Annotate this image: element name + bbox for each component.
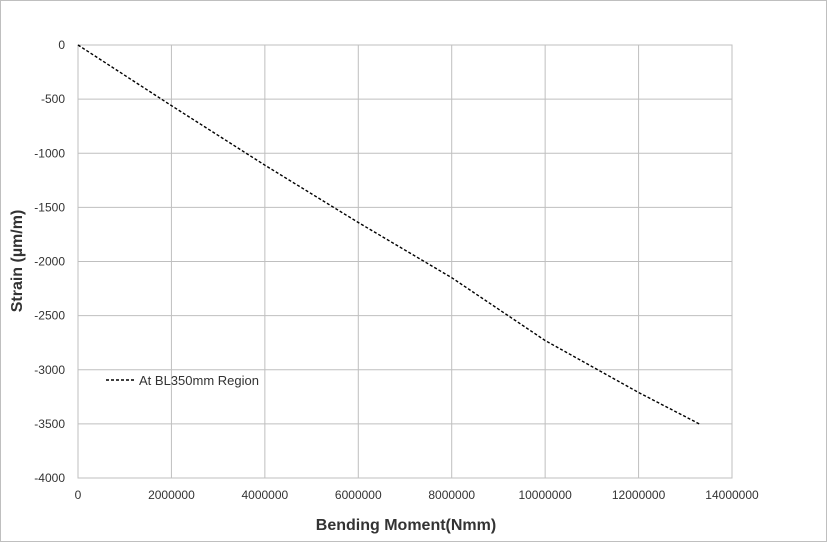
x-tick-label: 6000000 — [335, 488, 382, 502]
x-tick-label: 10000000 — [518, 488, 572, 502]
x-tick-label: 2000000 — [148, 488, 195, 502]
x-tick-label: 0 — [75, 488, 82, 502]
y-tick-label: -1500 — [34, 200, 65, 214]
plot-area — [77, 44, 733, 479]
x-tick-label: 8000000 — [428, 488, 475, 502]
y-tick-label: -2500 — [34, 309, 65, 323]
x-tick-label: 12000000 — [612, 488, 666, 502]
grid — [77, 44, 733, 479]
legend-label: At BL350mm Region — [139, 373, 259, 388]
y-tick-label: -1000 — [34, 146, 65, 160]
y-tick-label: -4000 — [34, 471, 65, 485]
x-tick-label: 4000000 — [241, 488, 288, 502]
y-axis-title: Strain (µm/m) — [9, 210, 26, 313]
x-tick-labels: 0 2000000 4000000 6000000 8000000 10000000 120… — [75, 488, 759, 502]
x-axis-title: Bending Moment(Nmm) — [316, 517, 496, 534]
x-tick-label: 14000000 — [705, 488, 759, 502]
y-tick-label: -2000 — [34, 255, 65, 269]
y-tick-labels: 0 -500 -1000 -1500 -2000 -2500 -3000 -3500 -4000 — [34, 38, 65, 485]
y-tick-label: -3500 — [34, 417, 65, 431]
y-tick-label: -3000 — [34, 363, 65, 377]
y-tick-label: 0 — [58, 38, 65, 52]
series-group — [77, 44, 700, 425]
y-tick-label: -500 — [41, 92, 65, 106]
series-line-0 — [77, 44, 700, 425]
legend: At BL350mm Region — [106, 373, 259, 388]
